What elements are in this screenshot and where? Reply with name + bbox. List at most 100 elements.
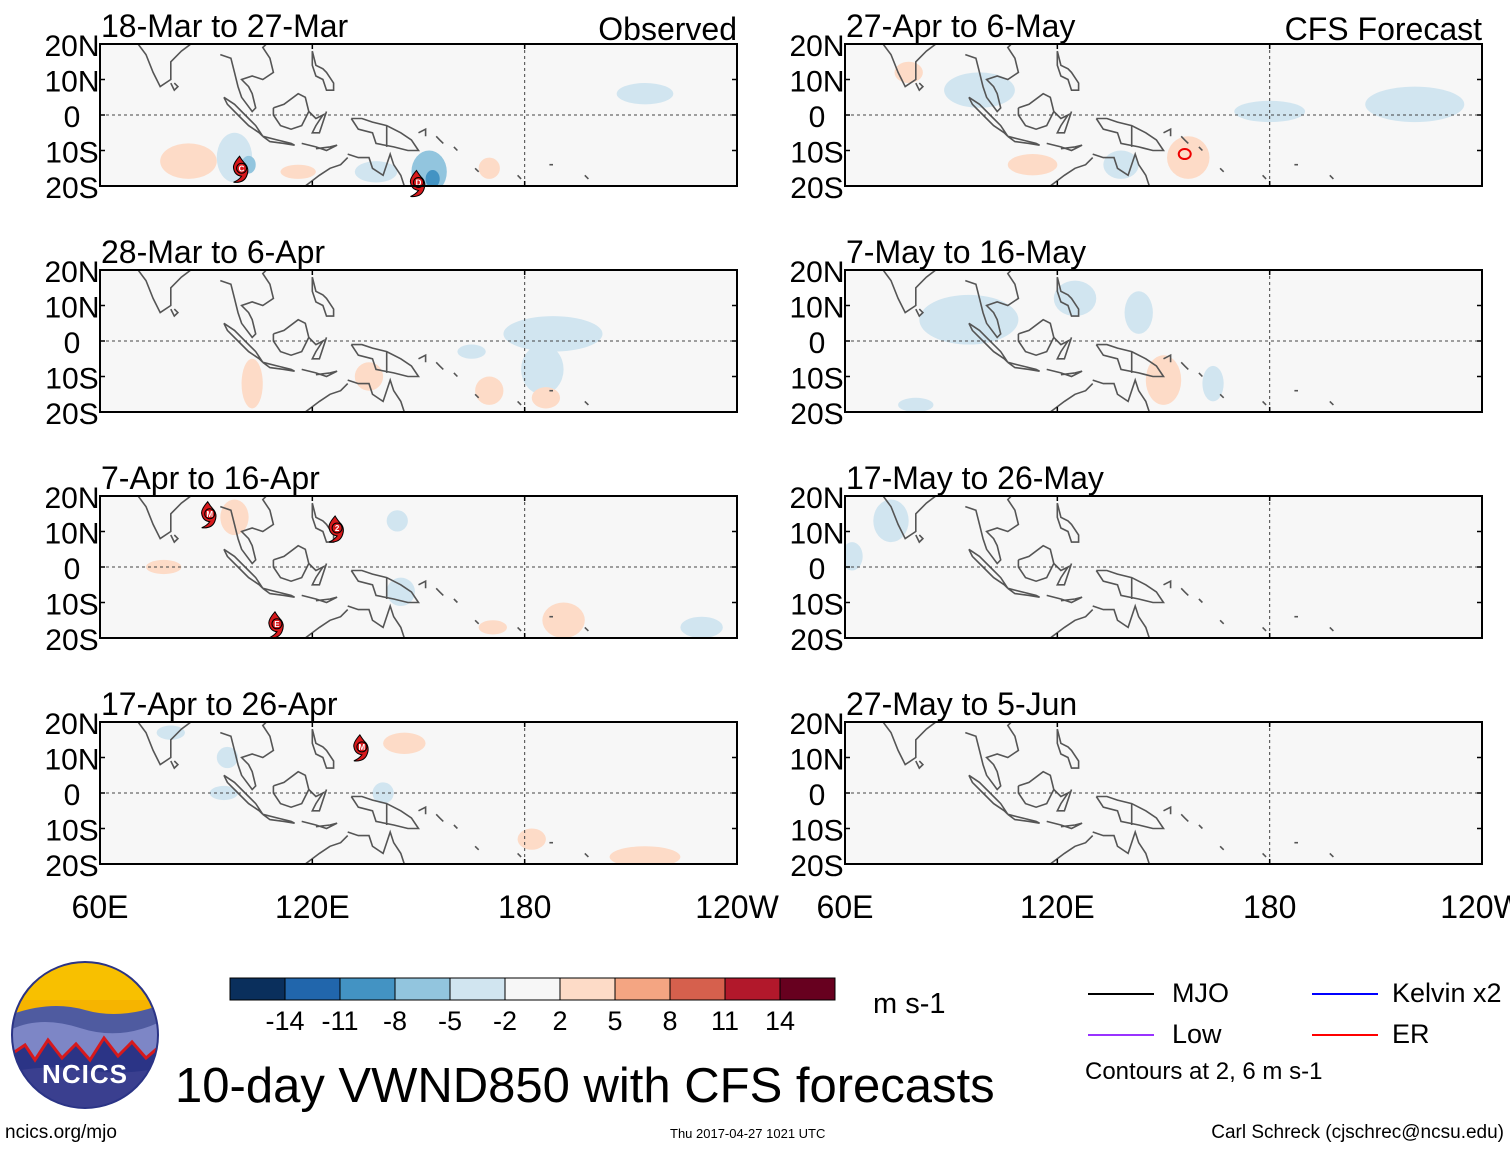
storm-letter: M (359, 743, 366, 752)
y-tick-label: 20S (790, 624, 843, 657)
coastline (474, 619, 480, 625)
panel-period-label: 27-May to 5-Jun (846, 686, 1077, 722)
colorbar-swatch (339, 977, 396, 1001)
coastline (262, 587, 295, 598)
coastline (1180, 135, 1189, 144)
coastline (584, 626, 589, 632)
anomaly-region (944, 72, 1015, 108)
x-tick-label: 60E (817, 889, 874, 925)
anomaly-region (1007, 154, 1058, 176)
coastline (1262, 852, 1267, 858)
coastline (1329, 852, 1334, 858)
panel-period-label: 7-Apr to 16-Apr (101, 460, 320, 496)
coastline (301, 368, 338, 378)
coastline (1056, 502, 1080, 543)
coastline (311, 50, 335, 91)
coastline (311, 728, 335, 769)
coastline (1056, 728, 1080, 769)
logo-text: NCICS (42, 1059, 128, 1089)
y-tick-label: 10N (44, 292, 99, 325)
coastline (1262, 626, 1267, 632)
coastline (517, 852, 522, 858)
coastline (435, 813, 444, 822)
legend-er-line (1312, 1034, 1378, 1036)
colorbar-swatch (559, 977, 616, 1001)
storm-letter: E (274, 620, 280, 629)
y-tick-label: 0 (809, 101, 826, 134)
coastline (472, 642, 479, 646)
x-tick-label: 120E (1020, 889, 1095, 925)
coastline (1056, 50, 1080, 91)
y-tick-label: 10S (45, 815, 98, 848)
y-tick-label: 10S (45, 137, 98, 170)
coastline (1329, 174, 1334, 180)
y-tick-label: 0 (64, 327, 81, 360)
coastline (418, 805, 427, 815)
anomaly-region (478, 157, 500, 179)
coastline (882, 44, 938, 88)
coastline (301, 142, 338, 152)
coastline (1163, 127, 1172, 137)
ncics-logo: NCICS (11, 961, 159, 1109)
coastline (882, 496, 938, 540)
coastline (435, 587, 444, 596)
storm-letter: 2 (335, 524, 340, 533)
storm-marker (271, 618, 283, 630)
coastline (301, 594, 338, 604)
coastline (1092, 829, 1152, 864)
y-tick-label: 10N (44, 744, 99, 777)
legend-low-line (1088, 1034, 1154, 1036)
anomaly-region (220, 499, 249, 536)
panel-period-label: 17-Apr to 26-Apr (101, 686, 338, 722)
coastline (472, 416, 479, 420)
coastline (453, 372, 458, 378)
panel-period-label: 28-Mar to 6-Apr (101, 234, 325, 270)
anomaly-region (609, 846, 681, 864)
anomaly-region (503, 316, 603, 352)
coastline (1217, 416, 1224, 420)
coastline (1198, 824, 1203, 830)
coastline (584, 400, 589, 406)
panel-plot-area (882, 44, 1465, 186)
coastline (1036, 609, 1094, 638)
y-tick-label: 10N (789, 66, 844, 99)
coastline (1046, 368, 1083, 378)
panel-plot-area (137, 44, 674, 194)
storm-letter: C (239, 164, 245, 173)
anomaly-region (531, 387, 561, 409)
legend-mjo-label: MJO (1172, 978, 1229, 1008)
colorbar-label: -14 (265, 1006, 304, 1036)
panel-plot-area (882, 722, 1334, 864)
coastline (220, 722, 275, 791)
legend-mjo-line (1088, 993, 1154, 995)
site-link[interactable]: ncics.org/mjo (5, 1122, 117, 1143)
colorbar-units: m s-1 (873, 988, 946, 1020)
coastline (262, 135, 295, 146)
coastline (1092, 377, 1152, 412)
coastline (472, 190, 479, 194)
coastline (1007, 361, 1040, 372)
coastline (308, 110, 328, 134)
y-tick-label: 10S (790, 589, 843, 622)
y-tick-label: 0 (809, 553, 826, 586)
coastline (915, 534, 925, 544)
contour-note: Contours at 2, 6 m s-1 (1085, 1058, 1323, 1085)
coastline (223, 548, 264, 589)
anomaly-region (1202, 365, 1224, 402)
anomaly-region (209, 785, 239, 801)
coastline (350, 117, 420, 152)
anomaly-region (1103, 150, 1139, 179)
coastline (1053, 562, 1073, 586)
coastline (965, 44, 1020, 113)
storm-letter: M (206, 510, 213, 519)
anomaly-region (1124, 291, 1153, 334)
colorbar-swatch (229, 977, 286, 1001)
colorbar: -14 -11 -8 -5 -2 2 5 8 11 14 (229, 977, 836, 1036)
colorbar-swatch (504, 977, 561, 1001)
coastline (1329, 626, 1334, 632)
coastline (347, 151, 407, 186)
coastline (1219, 845, 1225, 851)
coastline (474, 393, 480, 399)
